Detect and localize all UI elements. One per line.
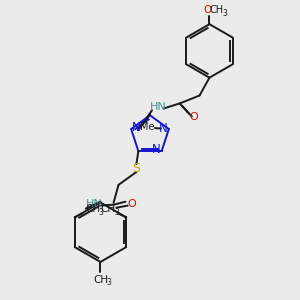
Text: CH: CH	[85, 204, 100, 214]
Text: HN: HN	[150, 102, 166, 112]
Text: HN: HN	[85, 199, 102, 209]
Text: O: O	[203, 5, 211, 15]
Text: CH: CH	[93, 275, 108, 285]
Text: 3: 3	[106, 278, 111, 287]
Text: N: N	[132, 121, 140, 134]
Text: Me: Me	[140, 122, 154, 132]
Text: CH: CH	[101, 204, 116, 214]
Text: O: O	[127, 199, 136, 209]
Text: CH: CH	[209, 5, 224, 15]
Text: O: O	[189, 112, 198, 122]
Text: 3: 3	[222, 9, 227, 18]
Text: 3: 3	[114, 208, 119, 217]
Text: N: N	[158, 122, 167, 134]
Text: 3: 3	[98, 208, 104, 217]
Text: N: N	[152, 143, 161, 156]
Text: S: S	[132, 161, 140, 175]
